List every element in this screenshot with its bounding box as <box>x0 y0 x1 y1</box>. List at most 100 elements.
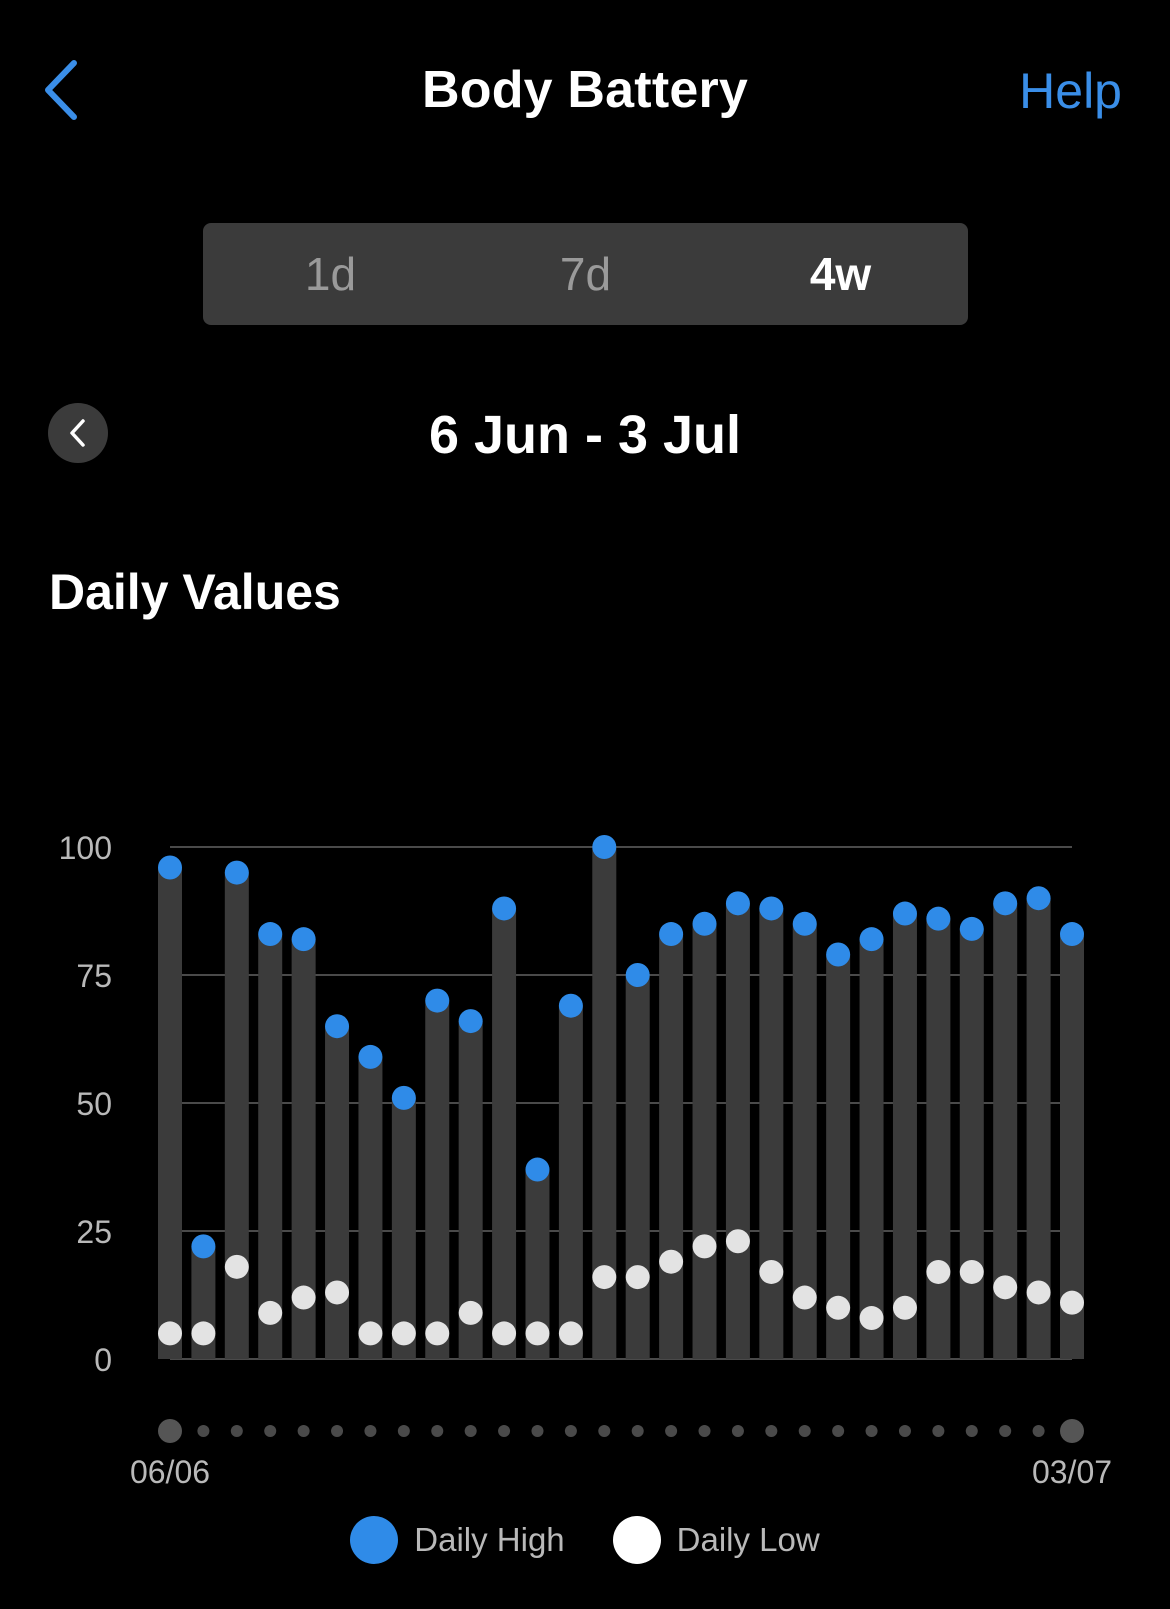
day-marker <box>765 1425 778 1437</box>
day-marker <box>631 1425 644 1437</box>
day-marker <box>999 1425 1012 1437</box>
low-point <box>325 1280 350 1305</box>
page-title: Body Battery <box>421 61 749 119</box>
low-point <box>625 1265 650 1290</box>
low-point <box>1060 1290 1084 1315</box>
day-marker <box>431 1425 444 1437</box>
high-point <box>792 911 817 936</box>
day-marker <box>297 1425 310 1437</box>
high-point <box>625 963 650 987</box>
low-point <box>959 1259 984 1284</box>
high-point <box>926 906 951 931</box>
day-marker <box>264 1425 277 1437</box>
day-marker <box>898 1425 911 1437</box>
high-point <box>892 901 917 926</box>
y-tick-label: 0 <box>94 1342 112 1378</box>
day-marker <box>197 1425 210 1437</box>
high-point <box>826 942 851 967</box>
day-marker <box>965 1425 978 1437</box>
day-marker <box>464 1425 477 1437</box>
range-bar <box>492 908 517 1359</box>
range-bar <box>625 975 650 1359</box>
low-point <box>158 1321 182 1346</box>
low-point <box>425 1321 450 1346</box>
range-bar <box>358 1056 383 1359</box>
day-marker <box>158 1419 182 1443</box>
day-marker <box>331 1425 344 1437</box>
legend-label-low: Daily Low <box>676 1521 820 1558</box>
period-segmented-control: 1d 7d 4w <box>203 223 968 325</box>
low-point <box>558 1321 583 1346</box>
y-tick-label: 50 <box>76 1086 112 1122</box>
tab-7d[interactable]: 7d <box>559 248 612 300</box>
body-battery-chart: 0 25 50 75 100 06/06 03/07 <box>59 830 1112 1490</box>
high-point <box>692 911 717 936</box>
low-point <box>258 1300 283 1325</box>
high-point <box>258 922 283 947</box>
day-marker <box>932 1425 945 1437</box>
range-bar <box>158 867 182 1359</box>
high-point <box>224 860 249 885</box>
high-point <box>425 988 450 1013</box>
low-point <box>291 1285 316 1310</box>
low-point <box>792 1285 817 1310</box>
low-point <box>892 1295 917 1320</box>
legend-item-high: Daily High <box>350 1516 565 1564</box>
range-bar <box>1060 934 1084 1359</box>
low-point <box>1026 1280 1051 1305</box>
day-marker <box>564 1425 577 1437</box>
high-point <box>558 993 583 1018</box>
y-tick-label: 100 <box>59 830 112 866</box>
high-point <box>592 835 617 859</box>
chevron-left-icon <box>70 419 85 447</box>
range-bar <box>892 913 917 1359</box>
low-point <box>993 1275 1018 1300</box>
high-point <box>358 1044 383 1069</box>
high-point <box>391 1085 416 1110</box>
low-point <box>725 1229 750 1254</box>
high-point <box>158 855 182 880</box>
low-point <box>592 1265 617 1290</box>
range-bar <box>959 928 984 1359</box>
high-point <box>659 922 684 947</box>
back-button[interactable] <box>30 50 90 130</box>
range-bar <box>558 1005 583 1359</box>
day-marker <box>397 1425 410 1437</box>
x-start-label: 06/06 <box>130 1454 210 1490</box>
section-title: Daily Values <box>49 564 341 620</box>
low-point <box>926 1259 951 1284</box>
x-end-label: 03/07 <box>1032 1454 1112 1490</box>
previous-range-button[interactable] <box>48 403 108 463</box>
range-bar <box>759 908 784 1359</box>
legend-dot-low <box>612 1516 661 1564</box>
range-bar <box>425 1000 450 1359</box>
day-marker <box>865 1425 878 1437</box>
chart-legend: Daily High Daily Low <box>0 1516 1170 1564</box>
high-point <box>525 1157 550 1182</box>
low-point <box>224 1254 249 1279</box>
low-point <box>391 1321 416 1346</box>
day-marker <box>598 1425 611 1437</box>
low-point <box>492 1321 517 1346</box>
low-point <box>759 1259 784 1284</box>
low-point <box>458 1300 483 1325</box>
day-marker <box>1032 1425 1045 1437</box>
day-marker <box>731 1425 744 1437</box>
day-marker <box>698 1425 711 1437</box>
day-marker <box>230 1425 243 1437</box>
low-point <box>826 1295 851 1320</box>
tab-4w[interactable]: 4w <box>809 248 872 300</box>
range-bar <box>692 923 717 1359</box>
help-link[interactable]: Help <box>1019 63 1122 119</box>
tab-1d[interactable]: 1d <box>304 248 357 300</box>
legend-label-high: Daily High <box>414 1521 565 1558</box>
range-bar <box>325 1026 350 1359</box>
low-point <box>659 1249 684 1274</box>
day-marker <box>665 1425 678 1437</box>
day-marker <box>364 1425 377 1437</box>
range-bar <box>926 918 951 1359</box>
low-point <box>358 1321 383 1346</box>
high-point <box>759 896 784 921</box>
low-point <box>191 1321 216 1346</box>
high-point <box>993 891 1018 916</box>
